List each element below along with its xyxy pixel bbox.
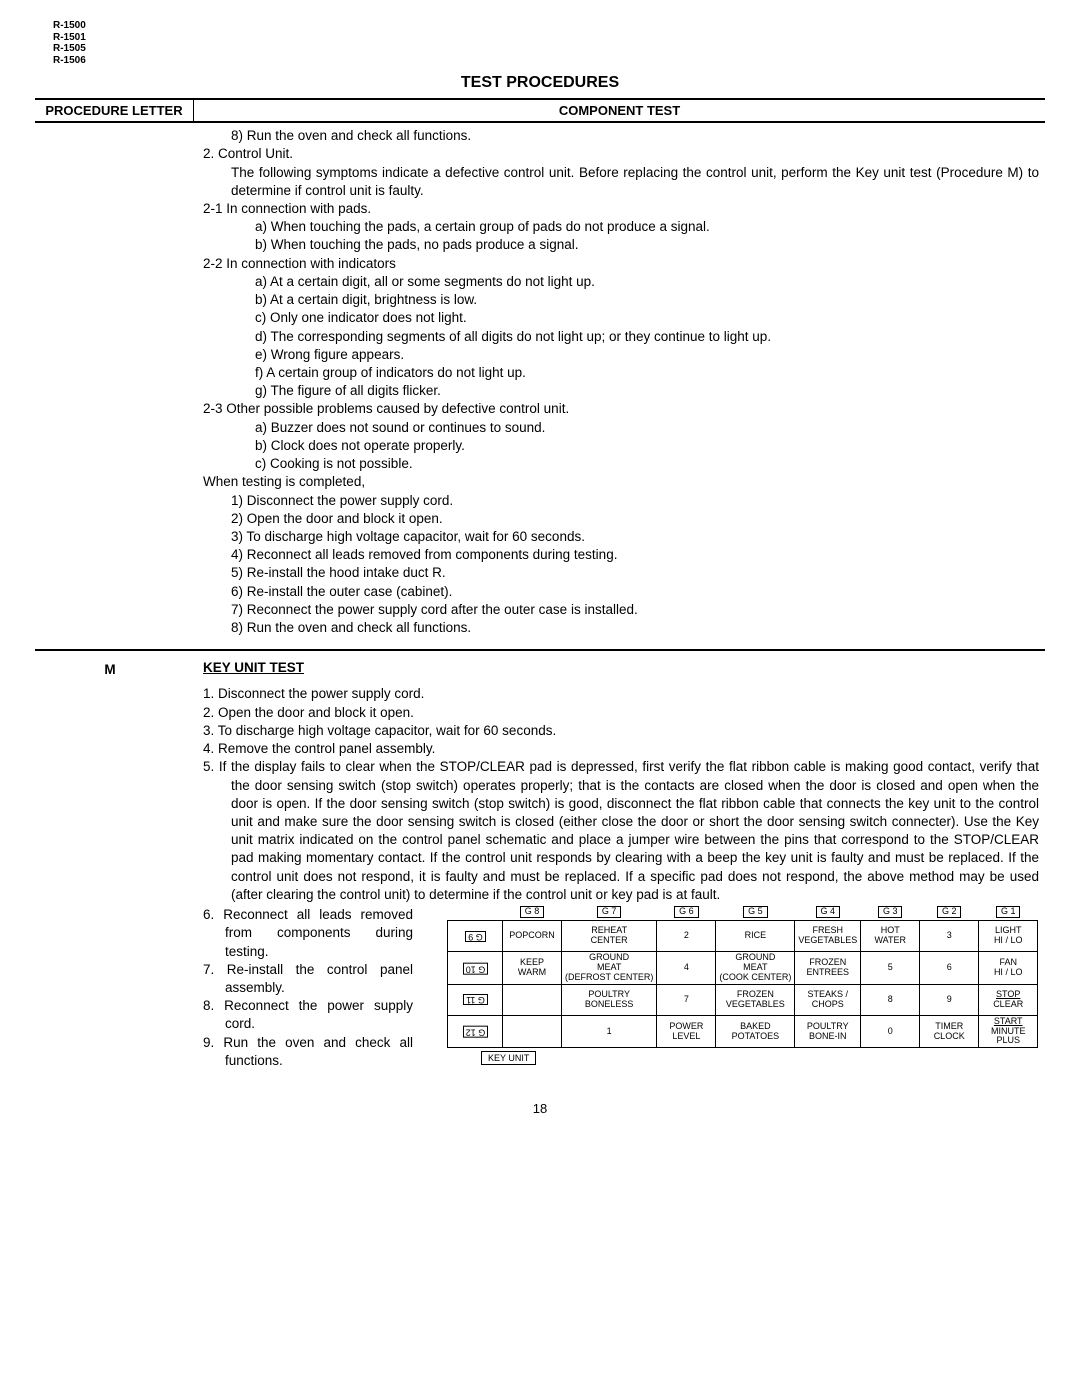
header-component-test: COMPONENT TEST: [194, 99, 1046, 123]
page-title: TEST PROCEDURES: [35, 72, 1045, 94]
page-number: 18: [35, 1100, 1045, 1118]
model-numbers: R-1500 R-1501 R-1505 R-1506: [53, 20, 1045, 66]
step-5: 5. If the display fails to clear when th…: [203, 758, 1039, 904]
section-continued: 8) Run the oven and check all functions.…: [35, 123, 1045, 641]
procedure-letter-m: M: [35, 655, 185, 1074]
header-procedure-letter: PROCEDURE LETTER: [35, 99, 194, 123]
section-m: M KEY UNIT TEST 1. Disconnect the power …: [35, 655, 1045, 1074]
key-unit-test-heading: KEY UNIT TEST: [203, 659, 1039, 677]
steps-6-9: 6. Reconnect all leads removed from comp…: [203, 906, 413, 1070]
key-unit-matrix: G 8G 7G 6G 5G 4G 3G 2G 1G 9POPCORNREHEAT…: [431, 906, 1039, 1070]
procedure-header-table: PROCEDURE LETTER COMPONENT TEST: [35, 98, 1045, 124]
key-unit-label: KEY UNIT: [481, 1051, 536, 1065]
